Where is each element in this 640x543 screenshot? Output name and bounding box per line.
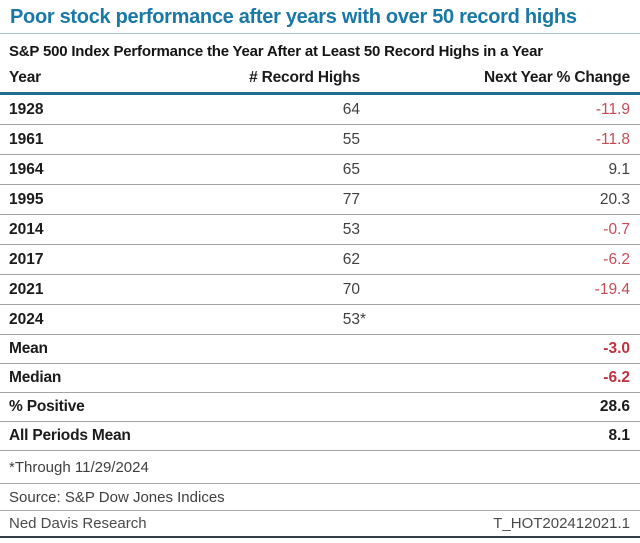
column-header-year: Year <box>9 69 41 86</box>
change-cell: 9.1 <box>608 160 630 178</box>
table-row: 1995 77 20.3 <box>0 185 640 215</box>
change-cell: -11.9 <box>595 100 630 118</box>
year-cell: 1928 <box>9 100 44 118</box>
bottom-divider <box>0 536 640 538</box>
summary-row-median: Median -6.2 <box>0 364 640 393</box>
change-cell: -6.2 <box>603 250 630 268</box>
page-title: Poor stock performance after years with … <box>10 6 577 28</box>
summary-value: -3.0 <box>603 340 630 357</box>
highs-cell: 55 <box>342 130 360 148</box>
footnote-source: Source: S&P Dow Jones Indices <box>0 484 640 511</box>
highs-cell: 64 <box>342 100 360 118</box>
summary-label: Mean <box>9 340 48 357</box>
column-header-highs: # Record Highs <box>249 69 360 86</box>
year-cell: 1995 <box>9 190 44 208</box>
year-cell: 1961 <box>9 130 44 148</box>
summary-row-all-periods-mean: All Periods Mean 8.1 <box>0 422 640 451</box>
highs-cell: 77 <box>342 190 360 208</box>
highs-cell: 53 <box>342 310 360 328</box>
table-row: 2024 53* <box>0 305 640 335</box>
change-cell: -0.7 <box>603 220 630 238</box>
summary-label: % Positive <box>9 398 85 415</box>
change-cell: -19.4 <box>594 280 630 298</box>
table-subtitle: S&P 500 Index Performance the Year After… <box>9 43 543 60</box>
summary-value: 8.1 <box>608 427 630 444</box>
table-row: 2017 62 -6.2 <box>0 245 640 275</box>
table-row: 1928 64 -11.9 <box>0 95 640 125</box>
summary-label: All Periods Mean <box>9 427 131 444</box>
column-header-change: Next Year % Change <box>483 69 630 86</box>
provider-name: Ned Davis Research <box>9 515 147 532</box>
footer-row: Ned Davis Research T_HOT202412021.1 <box>0 511 640 536</box>
table-row: 1961 55 -11.8 <box>0 125 640 155</box>
highs-cell: 65 <box>342 160 360 178</box>
footnote-through-date: *Through 11/29/2024 <box>0 451 640 484</box>
change-cell: -11.8 <box>595 130 630 148</box>
year-cell: 2021 <box>9 280 44 298</box>
summary-row-pct-positive: % Positive 28.6 <box>0 393 640 422</box>
summary-value: 28.6 <box>599 398 630 415</box>
year-cell: 2017 <box>9 250 44 268</box>
summary-label: Median <box>9 369 62 386</box>
chart-code: T_HOT202412021.1 <box>493 515 630 532</box>
highs-cell: 53 <box>342 220 360 238</box>
title-divider <box>0 33 640 34</box>
year-cell: 2024 <box>9 310 44 328</box>
table-row: 1964 65 9.1 <box>0 155 640 185</box>
change-cell: 20.3 <box>599 190 630 208</box>
table-header-row: Year # Record Highs Next Year % Change <box>0 64 640 92</box>
year-cell: 2014 <box>9 220 44 238</box>
highs-cell: 70 <box>342 280 360 298</box>
table-row: 2014 53 -0.7 <box>0 215 640 245</box>
summary-row-mean: Mean -3.0 <box>0 335 640 364</box>
year-cell: 1964 <box>9 160 44 178</box>
highs-cell: 62 <box>342 250 360 268</box>
table-row: 2021 70 -19.4 <box>0 275 640 305</box>
summary-value: -6.2 <box>603 369 630 386</box>
header-divider <box>0 92 640 95</box>
